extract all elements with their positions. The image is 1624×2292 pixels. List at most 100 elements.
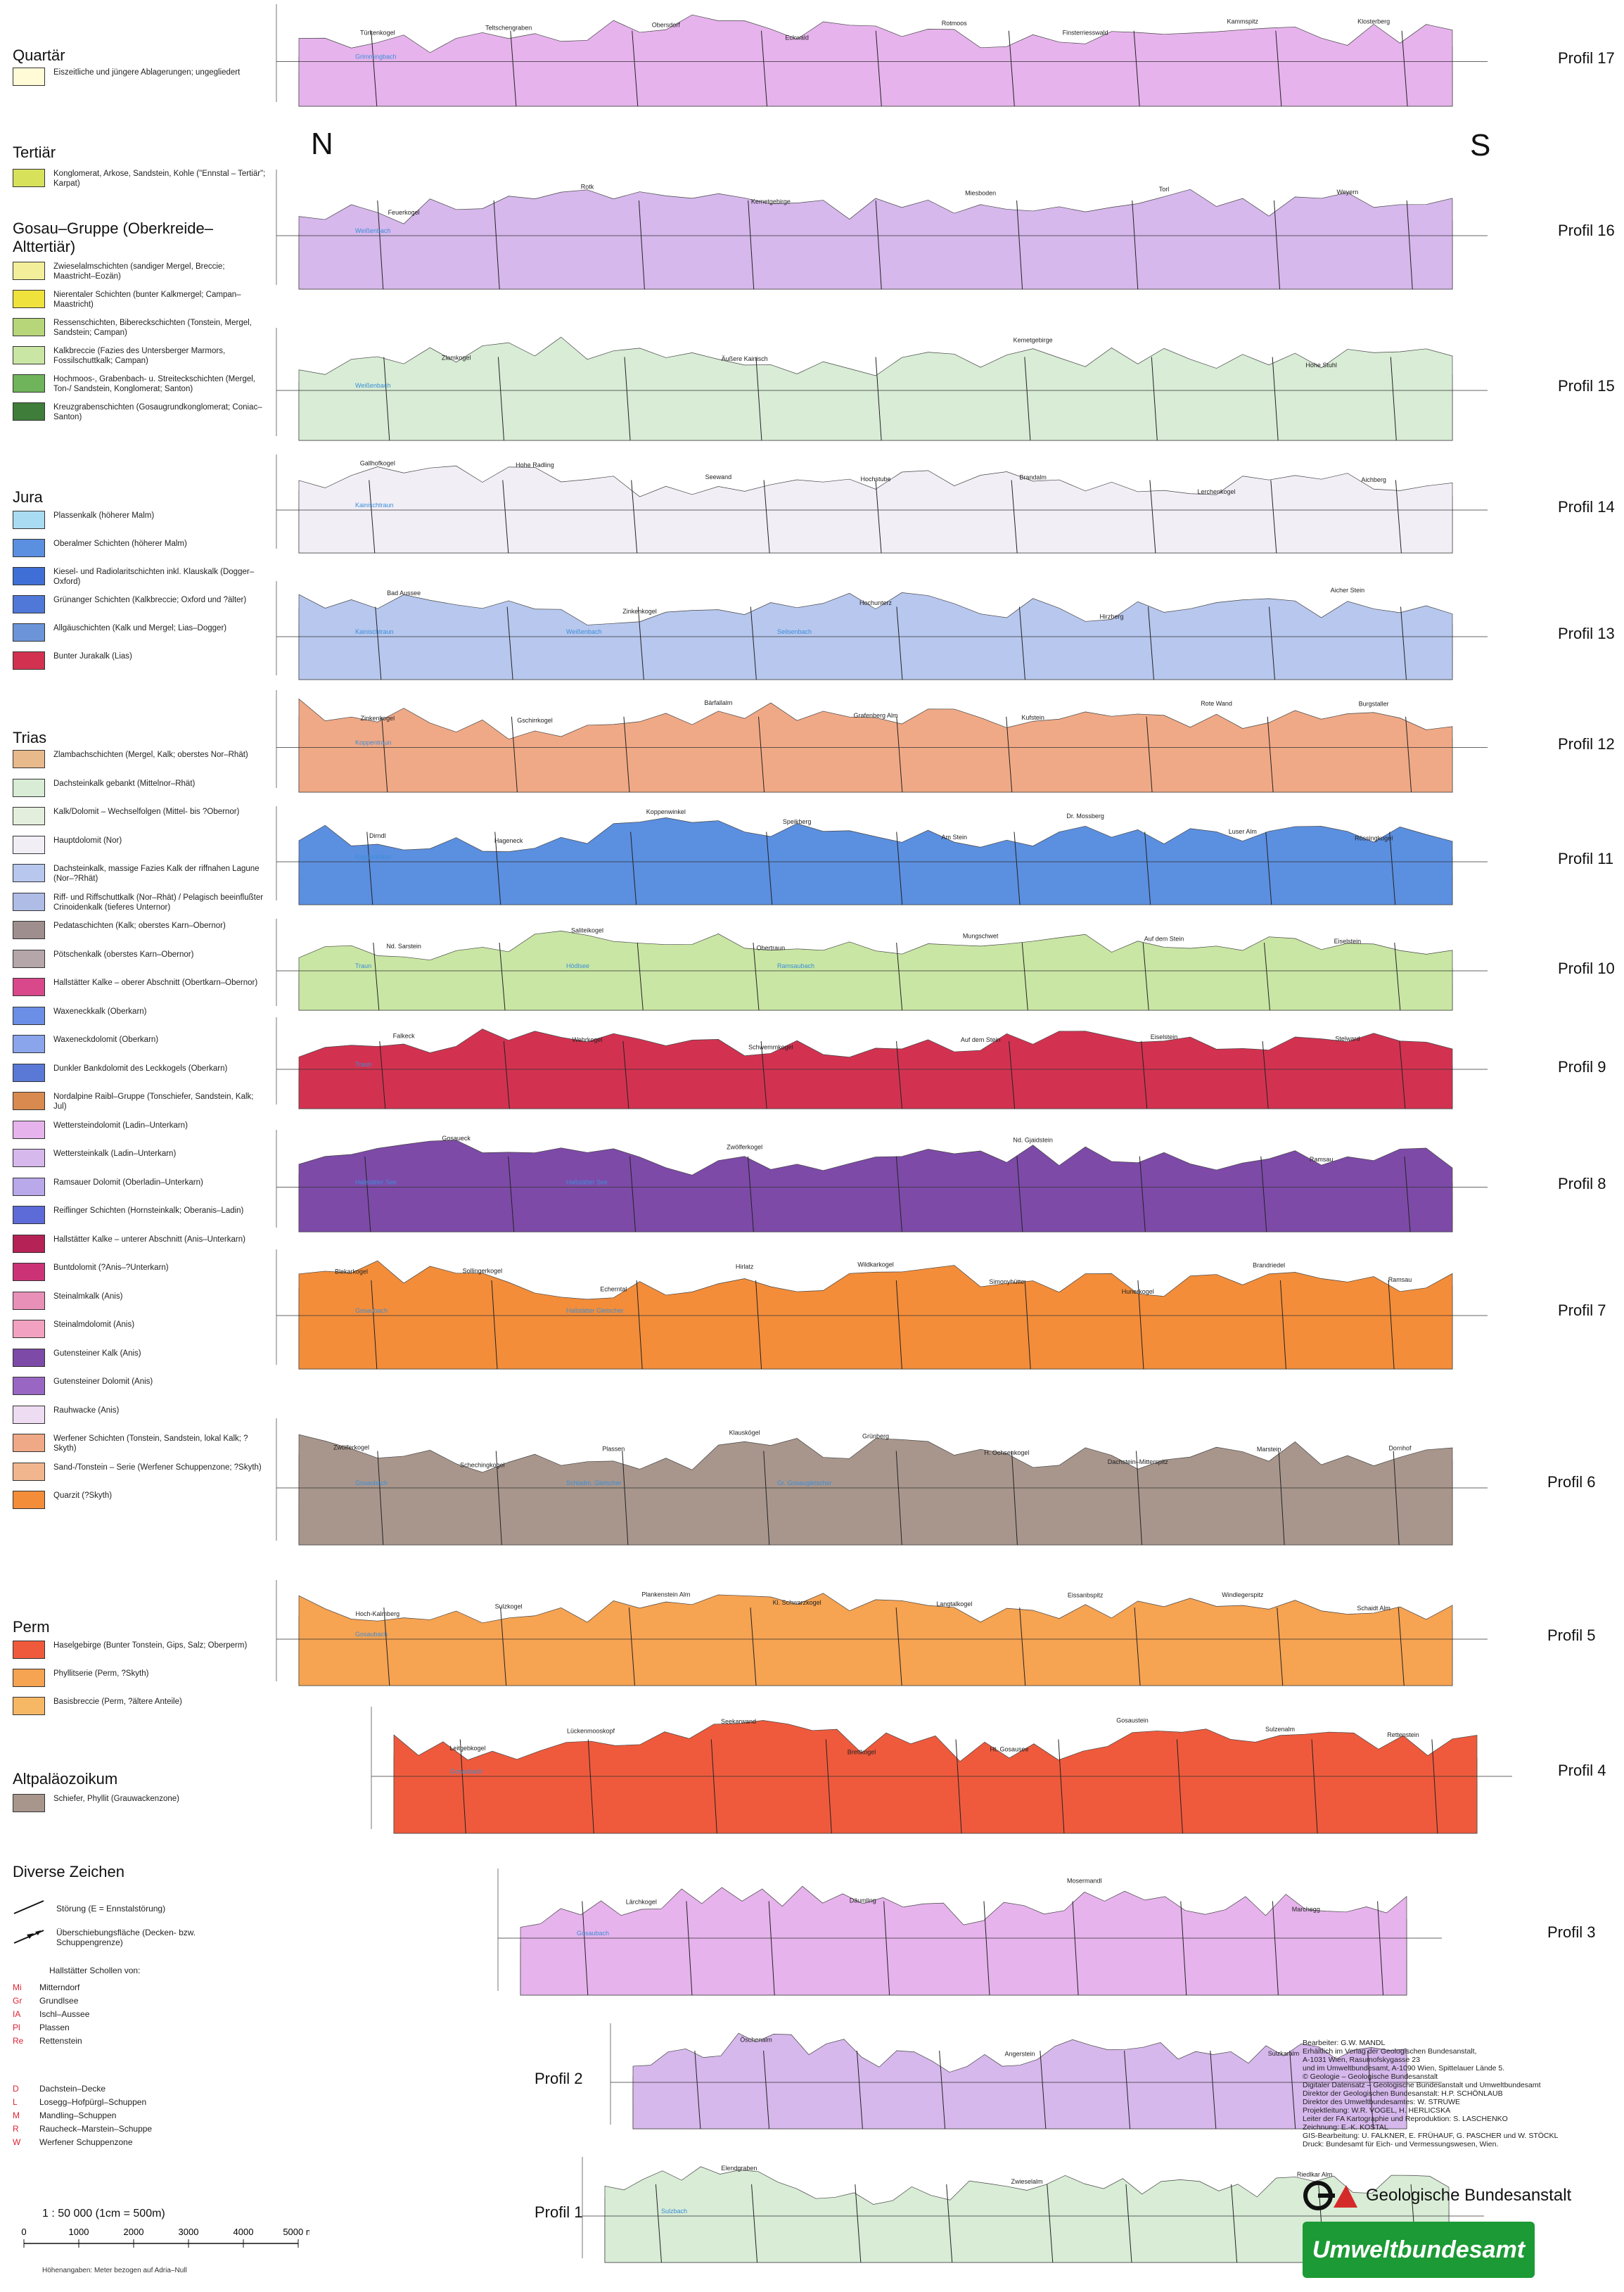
place-label: Grünberg: [862, 1433, 889, 1440]
gba-logo-text: Geologische Bundesanstalt: [1366, 2186, 1572, 2205]
rock-layer: [298, 336, 1453, 441]
place-label: Obertraun: [757, 944, 786, 951]
hallstatt-code: Gr: [13, 1996, 23, 2006]
place-label: Seekarwand: [721, 1718, 756, 1725]
fault-line: [1008, 30, 1015, 107]
fault-line: [1047, 2184, 1054, 2263]
water-label: Weißenbach: [355, 382, 390, 389]
legend-swatch: [13, 1462, 45, 1481]
legend-swatch: [13, 374, 45, 393]
fault-line: [1260, 1156, 1267, 1233]
fault-line: [383, 357, 390, 441]
water-label: Koppentraun: [355, 739, 392, 746]
legend-item: Grünanger Schichten (Kalkbreccie; Oxford…: [13, 595, 266, 613]
scale-note: Höhenangaben: Meter bezogen auf Adria–Nu…: [42, 2267, 187, 2274]
profile-label: Profil 7: [1558, 1301, 1606, 1319]
fault-line: [375, 606, 382, 680]
legend-label: Hochmoos-, Grabenbach- u. Streiteckschic…: [53, 375, 255, 393]
credit-line: A-1031 Wien, Rasumofskygasse 23: [1303, 2056, 1420, 2064]
legend-group-title-trias: Trias: [13, 729, 47, 746]
legend-label: Nordalpine Raibl–Gruppe (Tonschiefer, Sa…: [53, 1093, 254, 1111]
profile-label: Profil 8: [1558, 1175, 1606, 1192]
legend-swatch: [13, 1063, 45, 1082]
hallstatt-item: Gr Grundlsee: [13, 1996, 78, 2006]
fault-line: [364, 1156, 371, 1233]
hallstatt-name: Rettenstein: [39, 2036, 82, 2046]
legend-swatch: [13, 864, 45, 882]
fault-line: [760, 30, 767, 107]
legend-swatch: [13, 892, 45, 911]
legend-label: Dachsteinkalk gebankt (Mittelnor–Rhät): [53, 779, 196, 788]
fault-line: [510, 30, 517, 107]
fault-line: [875, 30, 882, 107]
fault-line: [1018, 606, 1025, 680]
fault-line: [896, 942, 903, 1011]
fault-line: [636, 1280, 643, 1370]
fault-line: [895, 1280, 902, 1370]
legend-item: Nierentaler Schichten (bunter Kalkmergel…: [13, 290, 266, 310]
place-label: Sollingerkogel: [463, 1268, 503, 1275]
scale-tick-label: 0: [21, 2227, 26, 2237]
place-label: Dr. Mossberg: [1066, 813, 1104, 820]
hallstatt-code: Pl: [13, 2023, 20, 2032]
place-label: Nd. Gjaidstein: [1013, 1137, 1053, 1144]
legend-item: Rauhwacke (Anis): [13, 1405, 266, 1424]
fault-line: [939, 2050, 946, 2129]
place-label: Wildkarkogel: [857, 1261, 894, 1268]
water-label: Traun: [355, 962, 371, 969]
legend-label: Waxeneckdolomit (Oberkarn): [53, 1036, 159, 1044]
credit-line: und im Umweltbundesamt, A-1090 Wien, Spi…: [1303, 2064, 1505, 2073]
unit-item: L Losegg–Hofpürgl–Schuppen: [13, 2097, 146, 2107]
legend-label: Kalk/Dolomit – Wechselfolgen (Mittel- bi…: [53, 808, 240, 816]
legend-item: Quarzit (?Skyth): [13, 1491, 266, 1509]
place-label: Echerntal: [600, 1285, 627, 1292]
legend-item: Bunter Jurakalk (Lias): [13, 651, 266, 670]
fault-line: [1141, 1040, 1148, 1109]
place-label: Burgstaller: [1359, 701, 1389, 708]
legend-item: Zwieselalmschichten (sandiger Mergel, Br…: [13, 262, 266, 281]
legend-label: Haselgebirge (Bunter Tonstein, Gips, Sal…: [53, 1641, 248, 1650]
water-label: Hödlsee: [566, 962, 589, 969]
fault-line: [1274, 200, 1281, 290]
place-label: Hunerkogel: [1122, 1288, 1154, 1295]
fault-line: [1406, 200, 1413, 290]
fault-line: [883, 1901, 890, 1996]
legend-item: Wettersteinkalk (Ladin–Unterkarn): [13, 1149, 266, 1167]
water-label: Gosaubach: [577, 1930, 609, 1937]
legend-swatch: [13, 567, 45, 585]
legend-label: Wettersteinkalk (Ladin–Unterkarn): [53, 1150, 177, 1158]
place-label: Bad Aussee: [387, 590, 421, 597]
fault-line: [875, 480, 882, 554]
fault-line: [755, 1280, 762, 1370]
legend-label: Nierentaler Schichten (bunter Kalkmergel…: [53, 291, 241, 309]
legend-label: Zwieselalmschichten (sandiger Mergel, Br…: [53, 262, 225, 281]
legend-swatch: [13, 1641, 45, 1659]
place-label: Zinkenkogel: [361, 715, 395, 722]
fault-sign-icon: [13, 1899, 49, 1917]
legend-swatch: [13, 835, 45, 854]
legend-item: Steinalmdolomit (Anis): [13, 1320, 266, 1338]
place-label: Dornhof: [1388, 1444, 1412, 1451]
cross-section-12: Zinkenkogel Gschirrkogel Bärfallalm Grafenb…: [276, 690, 1488, 793]
cross-section-9: Falkeck Wehrkogel Schwemmkogel Auf dem Stei…: [276, 1017, 1488, 1109]
fault-line: [686, 1901, 693, 1996]
place-label: Ramsau: [1388, 1276, 1412, 1283]
place-label: Dirndl: [369, 832, 386, 839]
place-label: Kl. Schwarzkogel: [773, 1599, 821, 1606]
legend-item: Phyllitserie (Perm, ?Skyth): [13, 1669, 266, 1687]
fault-line: [459, 1739, 466, 1834]
legend-swatch: [13, 1092, 45, 1110]
north-label: N: [311, 127, 333, 161]
fault-line: [1011, 480, 1018, 554]
fault-line: [1400, 606, 1407, 680]
unit-code: M: [13, 2110, 20, 2120]
legend-label: Ramsauer Dolomit (Oberladin–Unterkarn): [53, 1178, 203, 1187]
fault-line: [630, 832, 637, 905]
scale-tick-label: 1000: [69, 2227, 89, 2237]
place-label: Speikberg: [783, 818, 812, 825]
place-label: Lückenmooskopf: [567, 1728, 615, 1735]
fault-line: [763, 480, 770, 554]
place-label: Hohe Radling: [516, 461, 554, 469]
legend-swatch: [13, 511, 45, 529]
legend-label: Basisbreccie (Perm, ?ältere Anteile): [53, 1698, 182, 1706]
